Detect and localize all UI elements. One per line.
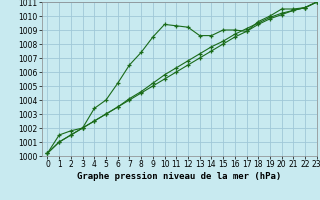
X-axis label: Graphe pression niveau de la mer (hPa): Graphe pression niveau de la mer (hPa) [77,172,281,181]
